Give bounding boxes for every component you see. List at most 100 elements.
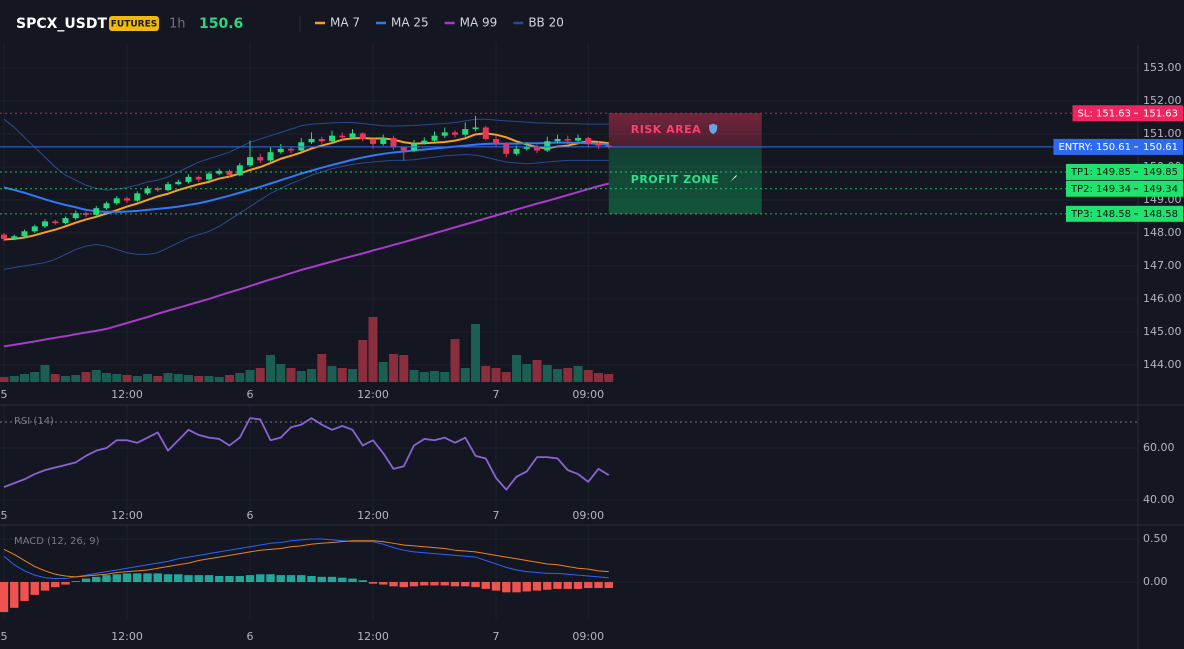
x-tick-label: 12:00 bbox=[111, 509, 143, 522]
candle-body bbox=[247, 157, 254, 166]
macd-histogram-bar bbox=[594, 582, 603, 589]
volume-bar bbox=[399, 355, 409, 382]
macd-histogram-bar bbox=[409, 582, 419, 587]
candle-body bbox=[595, 143, 602, 146]
macd-histogram-bar bbox=[481, 582, 490, 589]
rocket-icon bbox=[727, 174, 738, 185]
x-tick-label: 5 bbox=[0, 509, 7, 522]
volume-bar bbox=[194, 376, 204, 382]
candle-body bbox=[472, 127, 479, 130]
volume-bar bbox=[450, 339, 460, 382]
candle-body bbox=[0, 234, 7, 239]
candle-body bbox=[329, 135, 336, 142]
macd-histogram-bar bbox=[399, 582, 408, 588]
candle-body bbox=[216, 170, 223, 174]
level-label: SL: 151.63 bbox=[1078, 108, 1131, 119]
x-tick-label: 12:00 bbox=[357, 509, 389, 522]
x-tick-label: 5 bbox=[0, 630, 7, 643]
candle-body bbox=[544, 141, 551, 151]
candle-body bbox=[134, 193, 141, 201]
x-tick-label: 6 bbox=[247, 509, 254, 522]
macd-histogram-bar bbox=[440, 582, 449, 586]
candle-body bbox=[400, 147, 407, 151]
y-tick-label: 145.00 bbox=[1143, 325, 1182, 338]
volume-bar bbox=[512, 355, 522, 382]
candle-body bbox=[493, 138, 500, 144]
candle-body bbox=[339, 135, 346, 138]
badge: FUTURES bbox=[111, 20, 157, 30]
volume-bar bbox=[368, 317, 378, 382]
volume-bar bbox=[112, 374, 122, 382]
volume-bar bbox=[40, 365, 50, 382]
macd-histogram-bar bbox=[61, 582, 70, 585]
candle-body bbox=[195, 176, 202, 180]
volume-bar bbox=[337, 368, 347, 382]
macd-histogram-bar bbox=[430, 582, 439, 586]
volume-bar bbox=[276, 364, 286, 382]
candle-body bbox=[441, 132, 448, 136]
candle-body bbox=[267, 152, 274, 161]
macd-histogram-bar bbox=[30, 582, 39, 595]
candle-body bbox=[185, 176, 192, 182]
ma-line bbox=[3, 182, 610, 348]
macd-histogram-bar bbox=[10, 582, 19, 608]
level-label-box bbox=[1072, 105, 1183, 122]
candle-body bbox=[482, 127, 489, 139]
candle-body bbox=[523, 146, 530, 149]
candle-body bbox=[257, 157, 264, 161]
volume-bar bbox=[358, 340, 368, 382]
y-tick-label: 144.00 bbox=[1143, 358, 1182, 371]
level-value: 150.61 bbox=[1143, 142, 1178, 153]
macd-histogram-bar bbox=[471, 582, 480, 588]
candle-body bbox=[318, 138, 325, 142]
candle-body bbox=[52, 221, 59, 224]
x-tick-label: 09:00 bbox=[572, 509, 604, 522]
level-label-box bbox=[1065, 205, 1183, 222]
candle-body bbox=[554, 138, 561, 142]
candle-body bbox=[390, 137, 397, 148]
level-label: TP2: 149.34 bbox=[1070, 184, 1131, 195]
level-label-box bbox=[1065, 163, 1183, 180]
volume-bar bbox=[204, 376, 214, 382]
volume-bar bbox=[245, 370, 255, 382]
macd-histogram-bar bbox=[92, 576, 101, 583]
macd-histogram-bar bbox=[317, 576, 326, 583]
candle-body bbox=[124, 198, 131, 201]
macd-histogram-bar bbox=[553, 582, 562, 589]
volume-bar bbox=[143, 374, 153, 382]
candle-body bbox=[534, 146, 541, 151]
volume-bar bbox=[50, 374, 60, 382]
candle-body bbox=[62, 218, 69, 224]
x-tick-label: 09:00 bbox=[572, 630, 604, 643]
candle-body bbox=[154, 188, 161, 191]
volume-bar bbox=[378, 362, 388, 382]
level-value: 151.63 bbox=[1143, 108, 1178, 119]
y-tick-label: 0.00 bbox=[1143, 575, 1168, 588]
macd-line bbox=[3, 538, 609, 580]
y-tick-label: 148.00 bbox=[1143, 226, 1182, 239]
candle-body bbox=[165, 184, 172, 191]
level-label: TP3: 148.58 bbox=[1070, 209, 1131, 220]
macd-histogram-bar bbox=[102, 575, 111, 583]
candle-body bbox=[421, 140, 428, 144]
zone-label: RISK AREA bbox=[631, 123, 701, 136]
candle-body bbox=[380, 137, 387, 144]
volume-bar bbox=[307, 369, 317, 382]
volume-bar bbox=[563, 368, 573, 382]
level-value: 149.85 bbox=[1143, 167, 1178, 178]
candle-body bbox=[31, 226, 38, 232]
macd-histogram-bar bbox=[112, 574, 121, 583]
level-value: 148.58 bbox=[1143, 209, 1178, 220]
volume-bar bbox=[235, 373, 245, 382]
volume-bar bbox=[286, 368, 296, 382]
shield-icon bbox=[709, 123, 718, 135]
macd-histogram-bar bbox=[20, 582, 29, 601]
interval: 1h bbox=[169, 17, 186, 32]
candle-body bbox=[11, 236, 18, 239]
ma-line bbox=[3, 132, 609, 241]
candle-body bbox=[226, 170, 233, 176]
candle-body bbox=[72, 213, 79, 219]
volume-bar bbox=[460, 368, 470, 382]
